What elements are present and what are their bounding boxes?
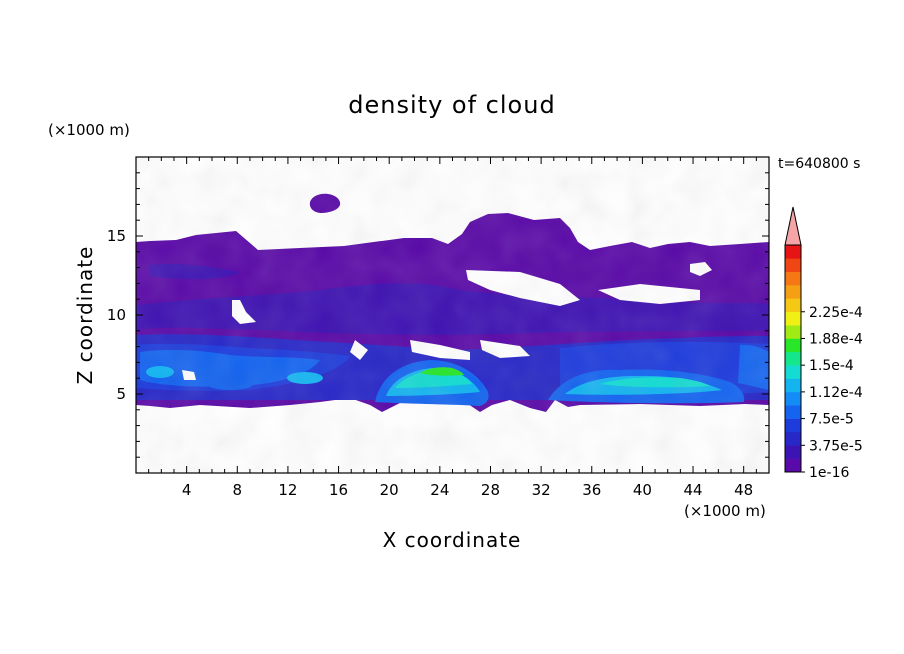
plot-area <box>136 157 769 473</box>
x-tick-label: 20 <box>380 481 399 499</box>
y-axis: 5 10 15 <box>107 172 769 458</box>
x-tick-label: 44 <box>683 481 702 499</box>
colorbar-label: 7.5e-5 <box>809 412 854 428</box>
time-label: t=640800 s <box>778 156 860 172</box>
colorbar-label: 3.75e-5 <box>809 438 863 454</box>
colorbar-label: 2.25e-4 <box>809 305 863 321</box>
colorbar-label: 1.12e-4 <box>809 385 863 401</box>
colorbar-segment <box>785 458 801 473</box>
colorbar-segment <box>785 405 801 419</box>
x-tick-label: 24 <box>430 481 449 499</box>
colorbar-segment <box>785 285 801 299</box>
x-axis: 4 8 12 16 20 24 28 32 36 40 44 48 <box>148 157 757 499</box>
colorbar-segment <box>785 258 801 273</box>
colorbar: 1e-16 3.75e-5 7.5e-5 1.12e-4 1.5e-4 1.88e-4 2.… <box>784 206 863 481</box>
colorbar-segment <box>785 418 801 433</box>
colorbar-segment <box>785 378 801 393</box>
x-tick-label: 4 <box>182 481 192 499</box>
colorbar-segment <box>785 245 801 259</box>
chart-title: density of cloud <box>348 91 555 119</box>
y-tick-label: 15 <box>107 227 126 245</box>
colorbar-extend-triangle <box>784 206 802 246</box>
colorbar-frame <box>784 244 802 473</box>
x-tick-label: 12 <box>278 481 297 499</box>
y-tick-label: 5 <box>116 385 126 403</box>
colorbar-segment <box>785 325 801 339</box>
x-tick-label: 28 <box>481 481 500 499</box>
colorbar-label: 1.88e-4 <box>809 331 863 347</box>
x-tick-label: 16 <box>329 481 348 499</box>
colorbar-segment <box>785 431 801 446</box>
x-tick-label: 36 <box>582 481 601 499</box>
colorbar-segment <box>785 298 801 313</box>
y-axis-label: Z coordinate <box>73 246 97 385</box>
colorbar-label: 1e-16 <box>809 465 849 481</box>
x-tick-label: 32 <box>532 481 551 499</box>
x-axis-label: X coordinate <box>383 528 522 552</box>
y-tick-label: 10 <box>107 306 126 324</box>
colorbar-segment <box>785 351 801 366</box>
x-tick-label: 48 <box>734 481 753 499</box>
texture-overlay <box>136 157 769 473</box>
colorbar-segment <box>785 365 801 379</box>
y-unit-label: (×1000 m) <box>48 121 130 139</box>
colorbar-label: 1.5e-4 <box>809 358 854 374</box>
colorbar-segment <box>785 445 801 459</box>
colorbar-segment <box>785 271 801 286</box>
x-tick-label: 8 <box>233 481 243 499</box>
x-tick-label: 40 <box>633 481 652 499</box>
colorbar-segment <box>785 338 801 353</box>
colorbar-segment <box>785 391 801 406</box>
x-unit-label: (×1000 m) <box>684 502 766 520</box>
colorbar-segment <box>785 311 801 326</box>
